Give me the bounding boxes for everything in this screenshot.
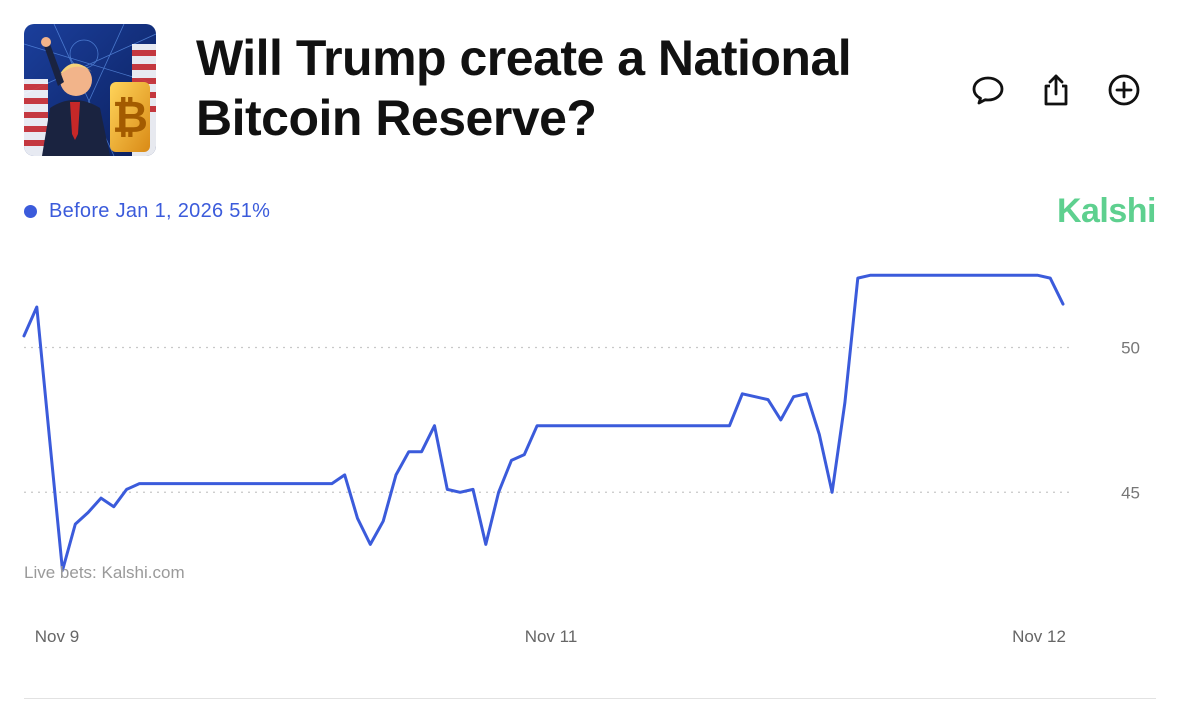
legend-dot — [24, 205, 37, 218]
chart-legend: Before Jan 1, 2026 51% — [24, 200, 270, 223]
x-axis-ticks: Nov 9 Nov 11 Nov 12 — [35, 627, 1066, 646]
chart-series — [22, 273, 1065, 572]
share-button[interactable] — [1036, 70, 1076, 110]
comment-icon — [972, 76, 1004, 105]
x-tick-label: Nov 9 — [35, 627, 79, 646]
legend-label: Before Jan 1, 2026 51% — [49, 200, 271, 222]
y-tick-label: 45 — [1121, 483, 1140, 502]
kalshi-logo: Kalshi — [1056, 192, 1157, 230]
chart-gridlines — [24, 346, 1072, 493]
plus-circle-icon — [1108, 74, 1140, 106]
bottom-divider — [24, 698, 1156, 699]
add-button[interactable] — [1104, 70, 1144, 110]
y-tick-label: 50 — [1121, 339, 1140, 358]
svg-text:₿: ₿ — [112, 92, 148, 143]
comment-button[interactable] — [968, 70, 1008, 110]
series-line — [22, 273, 1065, 572]
x-tick-label: Nov 11 — [525, 627, 578, 646]
chart-watermark: Live bets: Kalshi.com — [24, 563, 185, 582]
market-thumbnail-image: ₿ — [24, 24, 156, 156]
share-icon — [1044, 74, 1068, 106]
market-thumbnail: ₿ — [24, 24, 156, 156]
x-tick-label: Nov 12 — [1012, 627, 1066, 646]
market-title: Will Trump create a National Bitcoin Res… — [196, 30, 852, 146]
y-axis-ticks: 45 50 — [1121, 339, 1140, 503]
header-actions — [968, 70, 1144, 110]
